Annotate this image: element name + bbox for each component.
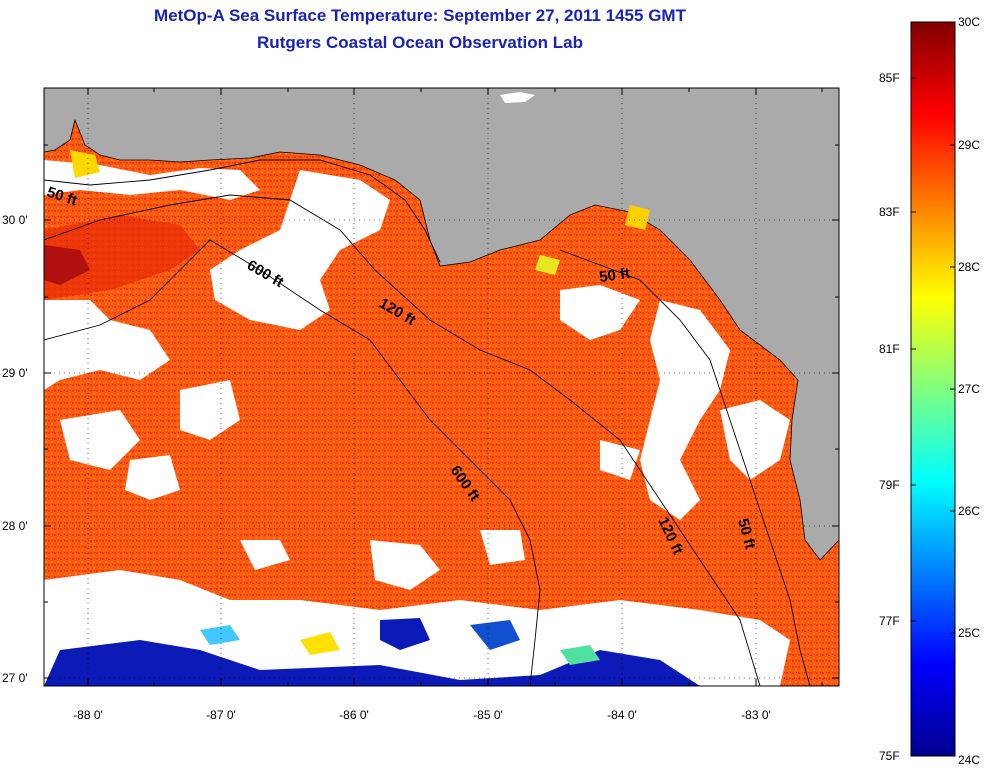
- warm-fringe: [70, 150, 650, 275]
- colorbar-f-label: 79F: [879, 478, 900, 492]
- x-tick-label: -85 0': [473, 708, 503, 722]
- y-tick-label: 29 0': [2, 366, 28, 380]
- contour-50ft-west: [44, 159, 441, 263]
- y-axis-labels: 30 0' 29 0' 28 0' 27 0': [2, 213, 28, 685]
- map-subtitle: Rutgers Coastal Ocean Observation Lab: [257, 33, 583, 52]
- contour-50ft-east: [559, 249, 811, 686]
- colorbar: 85F 83F 81F 79F 77F 75F 30C 29C 28C 27C …: [879, 15, 980, 767]
- contour-label: 50 ft: [598, 265, 631, 286]
- colorbar-c-label: 28C: [958, 260, 980, 274]
- contour-120ft: [44, 194, 761, 686]
- y-tick-label: 27 0': [2, 671, 28, 685]
- bathymetry-contours: [44, 159, 811, 686]
- map-title: MetOp-A Sea Surface Temperature: Septemb…: [154, 6, 686, 25]
- colorbar-f-label: 77F: [879, 614, 900, 628]
- colorbar-f-label: 85F: [879, 71, 900, 85]
- colorbar-f-label: 75F: [879, 749, 900, 763]
- cold-patches: [44, 618, 700, 686]
- colorbar-c-label: 30C: [958, 15, 980, 29]
- x-tick-label: -87 0': [206, 708, 236, 722]
- colorbar-c-label: 29C: [958, 138, 980, 152]
- colorbar-f-label: 83F: [879, 205, 900, 219]
- x-tick-label: -84 0': [607, 708, 637, 722]
- dark-red-patch: [44, 245, 90, 285]
- colorbar-f-label: 81F: [879, 342, 900, 356]
- colorbar-c-label: 25C: [958, 626, 980, 640]
- map-plot-area: 50 ft 600 ft 120 ft 50 ft 600 ft 120 ft …: [44, 88, 839, 686]
- colorbar-gradient: [910, 21, 956, 757]
- inland-water: [500, 92, 535, 103]
- x-tick-label: -86 0': [339, 708, 369, 722]
- land-mass: [44, 88, 839, 561]
- map-ticks: [44, 88, 839, 686]
- x-tick-label: -88 0': [73, 708, 103, 722]
- x-tick-label: -83 0': [741, 708, 771, 722]
- y-tick-label: 28 0': [2, 519, 28, 533]
- contour-600ft: [44, 239, 541, 686]
- map-frame: [43, 87, 840, 687]
- x-axis-labels: -88 0' -87 0' -86 0' -85 0' -84 0' -83 0…: [73, 708, 771, 722]
- colorbar-c-label: 27C: [958, 382, 980, 396]
- colorbar-c-label: 26C: [958, 504, 980, 518]
- y-tick-label: 30 0': [2, 213, 28, 227]
- warm-patch: [44, 215, 200, 300]
- colorbar-c-label: 24C: [958, 753, 980, 767]
